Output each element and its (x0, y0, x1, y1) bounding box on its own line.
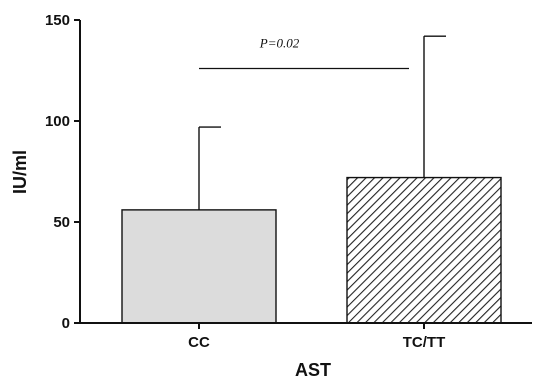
y-axis-title: IU/ml (10, 150, 30, 194)
x-tick-label: CC (188, 334, 210, 351)
y-ticks: 0 50 100 150 (45, 12, 80, 332)
bar-cc (121, 209, 277, 324)
x-ticks: CC TC/TT (188, 323, 445, 351)
y-tick-label: 0 (62, 315, 70, 332)
x-axis-title: AST (295, 360, 331, 380)
bars-layer (121, 176, 502, 324)
axes-layer (79, 20, 532, 324)
significance-annotation: P=0.02 (199, 35, 409, 70)
bar-tc-tt (346, 176, 502, 324)
y-tick-label: 50 (53, 214, 70, 231)
error-bars-layer (198, 35, 446, 210)
p-value-label: P=0.02 (259, 35, 300, 50)
x-tick-label: TC/TT (403, 334, 446, 351)
y-tick-label: 100 (45, 113, 70, 130)
y-tick-label: 150 (45, 12, 70, 29)
